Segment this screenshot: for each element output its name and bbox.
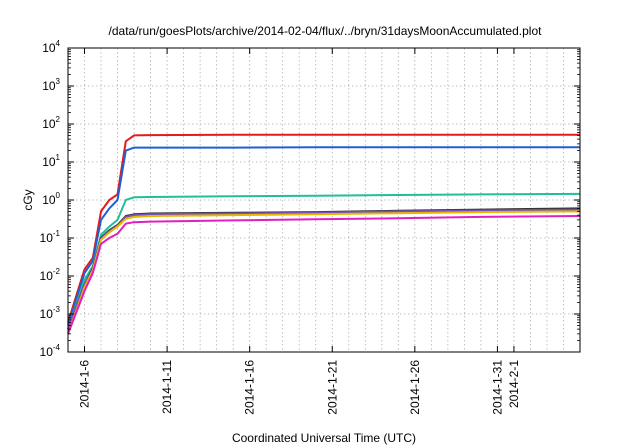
series-line: [67, 215, 581, 335]
x-tick-labels: 2014-1-6 2014-1-11 2014-1-16 2014-1-21 2014-…: [78, 48, 521, 415]
series-line: [67, 133, 580, 323]
y-tick-label: 100: [42, 191, 60, 207]
y-tick-label: 101: [42, 153, 60, 169]
grid-layer: [68, 48, 580, 352]
series-layer: [67, 133, 581, 335]
y-tick-label: 10-2: [40, 267, 61, 283]
series-line: [67, 207, 581, 330]
y-tick-label: 102: [42, 115, 60, 131]
y-tick-label: 10-1: [40, 229, 61, 245]
x-tick-label: 2014-1-6: [78, 360, 92, 408]
y-axis-label: cGy: [21, 189, 35, 210]
y-tick-label: 10-4: [40, 343, 61, 359]
x-tick-label: 2014-1-21: [325, 360, 339, 415]
y-tick-label: 104: [42, 39, 60, 55]
series-line: [67, 146, 580, 326]
series-line: [67, 208, 581, 330]
y-tick-label: 103: [42, 77, 60, 93]
x-tick-label: 2014-2-1: [507, 360, 521, 408]
x-tick-label: 2014-1-26: [408, 360, 422, 415]
y-tick-labels: 10-4 10-3 10-2 10-1 100 101 102 103 104: [40, 39, 580, 359]
x-axis-label: Coordinated Universal Time (UTC): [232, 431, 416, 445]
chart-title: /data/run/goesPlots/archive/2014-02-04/f…: [109, 24, 543, 38]
x-tick-label: 2014-1-11: [160, 360, 174, 414]
x-tick-label: 2014-1-16: [243, 360, 257, 415]
series-line: [67, 210, 581, 335]
y-tick-label: 10-3: [40, 305, 61, 321]
x-tick-label: 2014-1-31: [490, 360, 504, 415]
